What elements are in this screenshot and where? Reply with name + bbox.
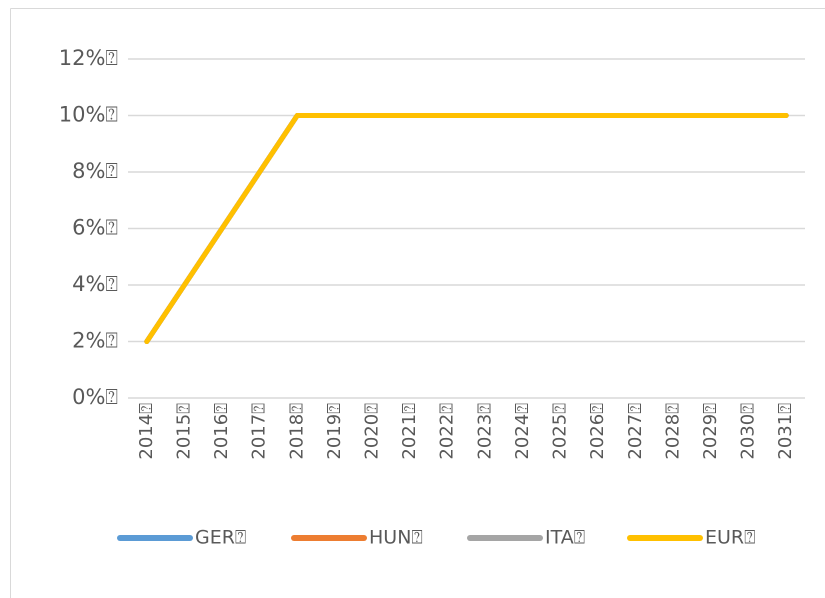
x-tick-label: 2029⍰ (700, 403, 721, 460)
x-tick-label: 2015⍰ (173, 403, 194, 460)
legend-label: GER⍰ (195, 527, 246, 549)
x-tick-label: 2019⍰ (324, 403, 345, 460)
y-tick-label: 0%⍰ (72, 385, 118, 409)
legend-label: ITA⍰ (545, 527, 585, 549)
x-tick-label: 2025⍰ (550, 403, 571, 460)
x-tick-label: 2030⍰ (738, 403, 759, 460)
x-tick-label: 2026⍰ (587, 403, 608, 460)
x-tick-label: 2024⍰ (512, 403, 533, 460)
series-line (144, 113, 789, 344)
x-tick-label: 2018⍰ (286, 403, 307, 460)
x-tick-label: 2022⍰ (437, 403, 458, 460)
x-tick-label: 2027⍰ (625, 403, 646, 460)
x-tick-label: 2031⍰ (775, 403, 796, 460)
legend-label: EUR⍰ (705, 527, 756, 549)
y-tick-label: 2%⍰ (72, 329, 118, 353)
y-tick-label: 4%⍰ (72, 272, 118, 296)
x-tick-label: 2028⍰ (662, 403, 683, 460)
x-tick-label: 2016⍰ (211, 403, 232, 460)
y-tick-label: 12%⍰ (59, 46, 118, 70)
x-tick-label: 2020⍰ (361, 403, 382, 460)
legend-label: HUN⍰ (369, 527, 423, 549)
y-tick-label: 10%⍰ (59, 103, 118, 127)
x-tick-label: 2023⍰ (474, 403, 495, 460)
x-tick-label: 2017⍰ (249, 403, 270, 460)
y-tick-label: 8%⍰ (72, 159, 118, 183)
x-tick-label: 2021⍰ (399, 403, 420, 460)
x-tick-label: 2014⍰ (136, 403, 157, 460)
y-tick-label: 6%⍰ (72, 216, 118, 240)
